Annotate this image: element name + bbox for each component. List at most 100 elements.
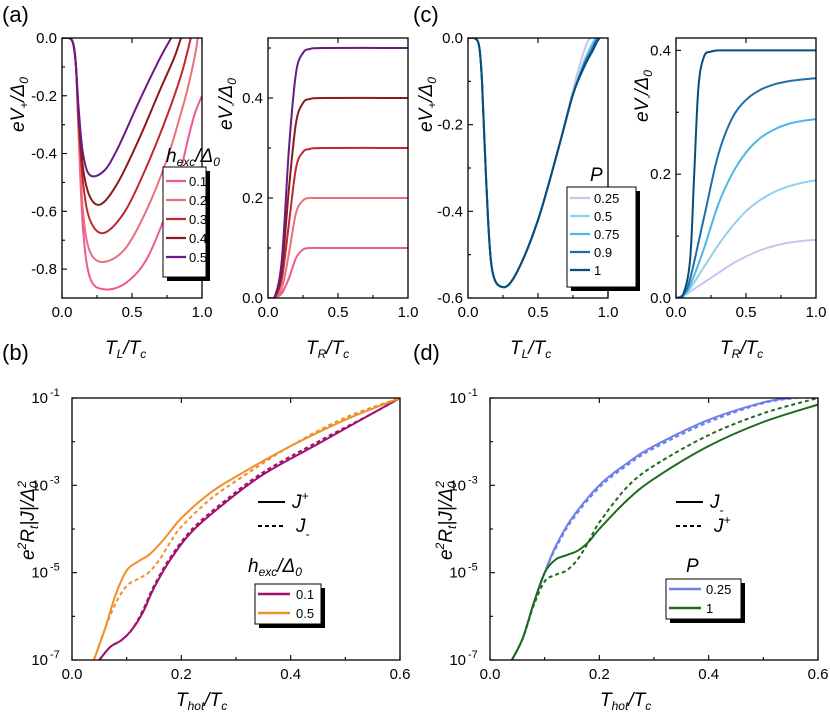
ytick-exp-d-3: -1 [468,387,478,399]
series-c-right-3 [676,77,816,298]
series-group-a-left [62,38,202,291]
series-b-1 [98,398,400,660]
legend-b-label-01: 0.1 [296,587,314,602]
xlabel-d: Thot/Tc [600,690,651,713]
legend-d-linestyle: J- J+ [676,492,731,537]
legend-d-label-1: 1 [706,601,713,616]
legend-b-linestyle: J+ J- [258,489,310,541]
series-group-c-right [676,49,816,298]
series-group-b [92,398,400,660]
xtick-label-c-left-2: 1.0 [598,304,619,321]
xlabel-b: Thot/Tc [176,690,227,713]
xtick-label-c-right-0: 0.0 [666,304,687,321]
series-c-right-2 [676,118,816,298]
xtick-label-d-3: 0.6 [808,666,829,683]
series-c-right-1 [676,179,816,298]
ytick-label-b-2: 10 [31,477,48,494]
axes-frame-a-right [267,37,409,299]
plot-a-right: 0.0 0.5 1.0 0.0 0.2 0.4 [242,37,418,321]
ytick-exp-b-0: -7 [50,649,60,661]
ytick-label-d-3: 10 [449,390,466,407]
ytick-label-c-right-1: 0.2 [650,166,671,183]
panel-label-d: (d) [413,340,440,365]
series-a-right-4 [268,46,408,298]
legend-c-label-1: 1 [594,263,601,278]
series-a-right-1 [268,196,408,298]
axes-frame-d [489,397,819,661]
ytick-label-c-left-0: 0.0 [442,30,463,47]
xtick-label-a-right-1: 0.5 [328,304,349,321]
series-c-left-4 [468,38,601,289]
legend-d-dashed-label: J+ [713,513,731,537]
panel-label-b: (b) [2,340,29,365]
legend-c: 0.25 0.5 0.75 0.9 1 [566,186,640,291]
series-d-3 [511,398,818,660]
series-d-1 [511,398,797,660]
ylabel-a-right: eV-/Δ0 [216,78,239,130]
legend-a: 0.1 0.2 0.3 0.4 0.5 [162,166,210,281]
ytick-exp-d-0: -7 [468,649,478,661]
legend-a-box [162,166,207,278]
plot-d: 0.0 0.2 0.4 0.610-710-510-310-1 [449,387,828,683]
xlabel-a-right: TR/Tc [306,338,349,361]
xlabel-c-right: TR/Tc [720,338,763,361]
ylabel-c-left: eV+/Δ0 [416,77,439,132]
ylabel-d: e2Rt|J|/Δ02 [433,481,459,560]
legend-c-label-075: 0.75 [594,227,619,242]
ytick-label-a-left-0: 0.0 [36,30,57,47]
plot-b: 0.0 0.2 0.4 0.610-710-510-310-1 [31,387,410,683]
ytick-label-a-left-4: -0.8 [31,261,57,278]
series-c-right-0 [676,238,816,298]
xlabel-c-left: TL/Tc [510,338,551,361]
legend-d-box [665,578,742,620]
xtick-label-d-1: 0.2 [589,666,610,683]
legend-a-title: hexc/Δ0 [166,146,220,169]
xtick-label-b-3: 0.6 [390,666,411,683]
ytick-label-a-left-2: -0.4 [31,146,57,163]
legend-d: 0.25 1 [665,578,745,623]
ytick-label-d-1: 10 [449,565,466,582]
axes-frame-c-right [675,37,817,299]
ytick-exp-b-3: -1 [50,387,60,399]
xtick-label-d-2: 0.4 [698,666,719,683]
series-group-c-left [468,38,601,289]
ytick-label-c-right-2: 0.4 [650,42,671,59]
ytick-exp-d-1: -5 [468,562,478,574]
xtick-label-d-0: 0.0 [480,666,501,683]
ytick-label-b-1: 10 [31,565,48,582]
legend-b-title: hexc/Δ0 [248,556,302,579]
ylabel-c-right: eV-/Δ0 [632,70,655,122]
xtick-label-a-right-0: 0.0 [258,304,279,321]
ytick-exp-b-1: -5 [50,562,60,574]
legend-d-solid-label: J- [709,492,724,517]
xtick-label-c-left-1: 0.5 [528,304,549,321]
legend-b: 0.1 0.5 [254,583,325,628]
series-a-left-4 [62,38,173,178]
xtick-label-c-right-2: 1.0 [806,304,827,321]
series-group-d [511,398,818,660]
xtick-label-b-2: 0.4 [280,666,301,683]
plot-c-left: 0.0 0.5 1.0 0.0 -0.2 -0.4 -0.6 [437,30,618,321]
xlabel-a-left: TL/Tc [105,338,146,361]
legend-a-label-04: 0.4 [189,231,207,246]
legend-b-box [254,583,322,625]
panel-label-c: (c) [413,2,439,27]
legend-b-solid-label: J+ [291,489,309,513]
plot-c-right: 0.0 0.5 1.0 0.0 0.2 0.4 [650,37,827,321]
legend-b-label-05: 0.5 [296,606,314,621]
ytick-label-a-left-1: -0.2 [31,88,57,105]
legend-a-label-02: 0.2 [189,193,207,208]
ytick-label-d-0: 10 [449,652,466,669]
xtick-label-c-left-0: 0.0 [458,304,479,321]
ytick-label-c-left-3: -0.6 [437,290,463,307]
series-group-a-right [268,46,408,298]
xtick-label-a-left-1: 0.5 [122,304,143,321]
series-b-3 [92,398,400,660]
legend-a-label-01: 0.1 [189,174,207,189]
ytick-exp-b-2: -3 [50,474,60,486]
xtick-label-b-0: 0.0 [62,666,83,683]
ytick-exp-d-2: -3 [468,474,478,486]
series-b-2 [92,398,400,660]
xtick-label-a-left-0: 0.0 [52,304,73,321]
ytick-label-c-left-2: -0.4 [437,203,463,220]
